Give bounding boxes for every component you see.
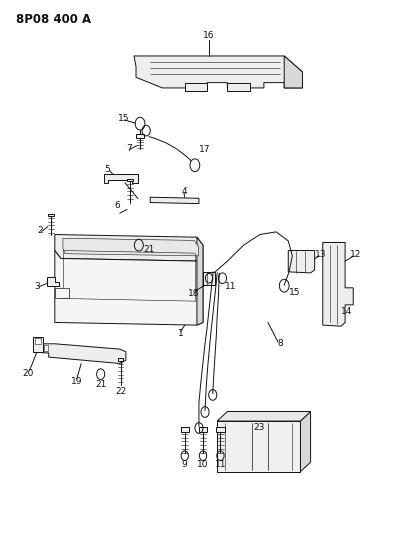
Polygon shape (216, 427, 224, 432)
Polygon shape (43, 344, 126, 364)
Polygon shape (196, 237, 202, 325)
Text: 5: 5 (104, 165, 110, 174)
Polygon shape (33, 337, 43, 352)
Text: 6: 6 (115, 201, 120, 209)
Text: 12: 12 (349, 251, 360, 259)
Polygon shape (288, 251, 314, 273)
Polygon shape (55, 251, 202, 325)
Text: 16: 16 (203, 31, 214, 40)
Text: 19: 19 (70, 377, 82, 385)
Polygon shape (198, 427, 207, 432)
Polygon shape (103, 174, 138, 183)
Text: 1: 1 (177, 329, 183, 337)
Text: 22: 22 (115, 387, 126, 396)
Polygon shape (217, 421, 300, 472)
Polygon shape (44, 345, 48, 351)
Polygon shape (300, 411, 310, 472)
Text: 10: 10 (197, 461, 208, 469)
Polygon shape (55, 288, 69, 298)
Text: 2: 2 (38, 226, 43, 235)
Text: 13: 13 (314, 251, 326, 259)
Text: 7: 7 (126, 144, 132, 152)
Polygon shape (150, 197, 198, 204)
Polygon shape (202, 272, 215, 285)
Polygon shape (284, 56, 302, 88)
Polygon shape (322, 243, 352, 326)
Text: 15: 15 (118, 115, 129, 123)
Polygon shape (135, 134, 144, 138)
Text: 9: 9 (181, 461, 187, 469)
Text: 8P08 400 A: 8P08 400 A (16, 13, 91, 26)
Text: 15: 15 (288, 288, 299, 296)
Polygon shape (127, 179, 132, 181)
Text: 4: 4 (181, 188, 187, 196)
Text: 11: 11 (214, 461, 226, 469)
Text: 11: 11 (224, 282, 236, 290)
Text: 18: 18 (188, 289, 199, 297)
Polygon shape (184, 83, 207, 91)
Text: 3: 3 (34, 282, 40, 290)
Text: 14: 14 (341, 308, 352, 316)
Polygon shape (134, 56, 302, 88)
Polygon shape (47, 277, 59, 286)
Polygon shape (180, 427, 188, 432)
Polygon shape (34, 338, 41, 344)
Text: 20: 20 (23, 369, 34, 377)
Text: 8: 8 (277, 340, 282, 348)
Polygon shape (55, 235, 202, 261)
Text: 21: 21 (95, 381, 106, 389)
Polygon shape (63, 238, 198, 256)
Text: 21: 21 (143, 245, 155, 254)
Polygon shape (227, 83, 249, 91)
Text: 23: 23 (253, 423, 264, 432)
Polygon shape (217, 411, 310, 421)
Polygon shape (48, 214, 53, 216)
Polygon shape (117, 358, 123, 361)
Text: 17: 17 (199, 145, 210, 154)
